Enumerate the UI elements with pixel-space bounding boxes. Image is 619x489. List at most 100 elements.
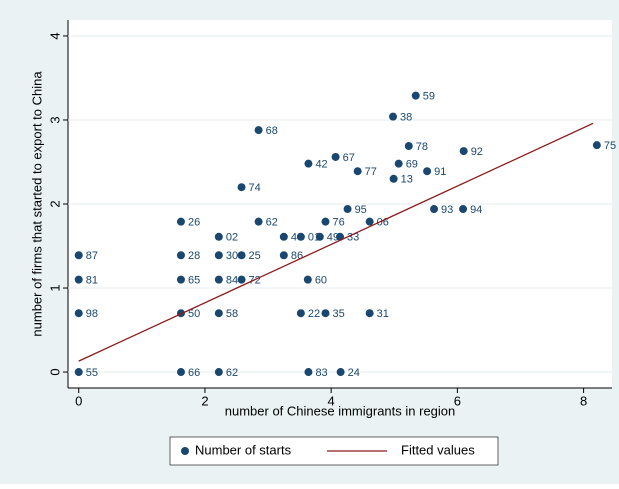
point xyxy=(254,126,263,135)
x-tick-label: 2 xyxy=(201,393,208,408)
point-label: 68 xyxy=(266,125,278,137)
point-label: 35 xyxy=(332,308,344,320)
point xyxy=(214,232,223,241)
point xyxy=(389,112,398,121)
point-label: 49 xyxy=(327,232,339,244)
point-label: 74 xyxy=(249,182,261,194)
point-label: 93 xyxy=(441,204,453,216)
legend xyxy=(169,436,499,466)
point xyxy=(296,309,305,318)
point-label: 24 xyxy=(348,367,360,379)
point-label: 28 xyxy=(188,250,200,262)
point xyxy=(304,368,313,377)
point-label: 25 xyxy=(249,250,261,262)
point xyxy=(214,368,223,377)
point xyxy=(394,159,403,168)
point-label: 50 xyxy=(188,308,200,320)
fit-line xyxy=(78,122,594,362)
point-label: 87 xyxy=(86,250,98,262)
point xyxy=(423,167,432,176)
point-label: 84 xyxy=(226,275,238,287)
point xyxy=(237,275,246,284)
point-label: 38 xyxy=(400,112,412,124)
x-axis-title: number of Chinese immigrants in region xyxy=(225,403,456,418)
point xyxy=(279,232,288,241)
point-label: 72 xyxy=(249,275,261,287)
point xyxy=(176,217,185,226)
point xyxy=(321,309,330,318)
point xyxy=(389,174,398,183)
point-label: 02 xyxy=(226,232,238,244)
point-label: 62 xyxy=(226,367,238,379)
point xyxy=(315,232,324,241)
point-label: 55 xyxy=(86,367,98,379)
point xyxy=(74,368,83,377)
point xyxy=(176,368,185,377)
point-label: 33 xyxy=(347,232,359,244)
x-tick-label: 4 xyxy=(328,393,335,408)
y-tick-label: 0 xyxy=(47,368,62,375)
point xyxy=(74,309,83,318)
point xyxy=(365,217,374,226)
point-label: 69 xyxy=(406,159,418,171)
point xyxy=(296,232,305,241)
x-tick-label: 0 xyxy=(75,393,82,408)
point xyxy=(331,152,340,161)
point-label: 94 xyxy=(470,204,482,216)
point-label: 22 xyxy=(308,308,320,320)
point-label: 83 xyxy=(315,367,327,379)
y-tick-label: 4 xyxy=(47,32,62,39)
point-label: 81 xyxy=(86,275,98,287)
point xyxy=(74,251,83,260)
point xyxy=(279,251,288,260)
point xyxy=(353,167,362,176)
point xyxy=(176,251,185,260)
point xyxy=(237,251,246,260)
point xyxy=(336,368,345,377)
point-label: 31 xyxy=(377,308,389,320)
point-label: 75 xyxy=(604,140,616,152)
point-label: 98 xyxy=(86,308,98,320)
point-label: 66 xyxy=(188,367,200,379)
point xyxy=(303,275,312,284)
point-label: 62 xyxy=(266,217,278,229)
y-tick-label: 1 xyxy=(47,284,62,291)
point-label: 77 xyxy=(365,166,377,178)
point xyxy=(254,217,263,226)
point xyxy=(74,275,83,284)
point-label: 67 xyxy=(343,152,355,164)
legend-label: Fitted values xyxy=(401,442,475,457)
point xyxy=(343,205,352,214)
point xyxy=(592,141,601,150)
point xyxy=(214,309,223,318)
point-label: 76 xyxy=(332,217,344,229)
point-label: 13 xyxy=(401,174,413,186)
legend-marker xyxy=(181,447,189,455)
point-label: 78 xyxy=(416,141,428,153)
x-tick-label: 6 xyxy=(454,393,461,408)
point-label: 60 xyxy=(315,275,327,287)
point-label: 92 xyxy=(471,146,483,158)
point xyxy=(214,275,223,284)
y-tick-label: 2 xyxy=(47,200,62,207)
y-axis-title: number of firms that started to export t… xyxy=(29,71,44,337)
point xyxy=(176,275,185,284)
point-label: 65 xyxy=(188,275,200,287)
y-tick-label: 3 xyxy=(47,116,62,123)
x-tick-label: 8 xyxy=(580,393,587,408)
point-label: 30 xyxy=(226,250,238,262)
point xyxy=(321,217,330,226)
point xyxy=(304,159,313,168)
point-label: 42 xyxy=(315,159,327,171)
point-label: 58 xyxy=(226,308,238,320)
point xyxy=(404,142,413,151)
legend-label: Number of starts xyxy=(195,442,292,457)
point xyxy=(459,147,468,156)
point xyxy=(411,91,420,100)
point xyxy=(237,183,246,192)
point xyxy=(430,205,439,214)
point xyxy=(365,309,374,318)
point xyxy=(459,205,468,214)
point-label: 59 xyxy=(423,91,435,103)
